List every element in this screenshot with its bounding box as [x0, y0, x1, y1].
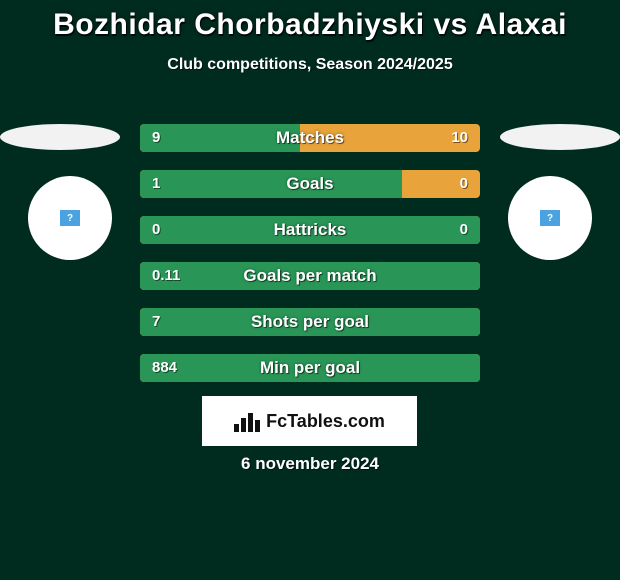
stat-row: Goals1 0 [140, 170, 480, 198]
stat-value-left: 884 [152, 354, 177, 382]
stat-label: Shots per goal [140, 308, 480, 336]
stat-value-right: 0 [460, 216, 468, 244]
infographic: Bozhidar Chorbadzhiyski vs Alaxai Club c… [0, 0, 620, 580]
stat-value-left: 9 [152, 124, 160, 152]
stat-label: Goals per match [140, 262, 480, 290]
subtitle: Club competitions, Season 2024/2025 [0, 56, 620, 74]
brand-box: FcTables.com [202, 396, 417, 446]
page-title: Bozhidar Chorbadzhiyski vs Alaxai [0, 0, 620, 42]
stat-value-left: 7 [152, 308, 160, 336]
club-badge-right-glyph: ? [547, 213, 553, 224]
stat-value-left: 1 [152, 170, 160, 198]
stat-label: Min per goal [140, 354, 480, 382]
stat-value-right: 10 [451, 124, 468, 152]
brand-text: FcTables.com [266, 411, 385, 432]
player-avatar-left [0, 124, 120, 150]
stat-row: Shots per goal7 [140, 308, 480, 336]
stat-value-left: 0.11 [152, 262, 180, 290]
club-badge-right: ? [508, 176, 592, 260]
stat-row: Matches9 10 [140, 124, 480, 152]
stats-bars: Matches910Goals10Hattricks00Goals per ma… [140, 124, 480, 400]
stat-label: Matches [140, 124, 480, 152]
player-avatar-right [500, 124, 620, 150]
stat-row: Hattricks0 0 [140, 216, 480, 244]
stat-label: Hattricks [140, 216, 480, 244]
stat-label: Goals [140, 170, 480, 198]
club-badge-right-inner: ? [539, 209, 561, 227]
stat-value-right: 0 [460, 170, 468, 198]
club-badge-left-glyph: ? [67, 213, 73, 224]
footer-date: 6 november 2024 [0, 454, 620, 474]
stat-value-left: 0 [152, 216, 160, 244]
stat-row: Goals per match0.11 [140, 262, 480, 290]
club-badge-left: ? [28, 176, 112, 260]
club-badge-left-inner: ? [59, 209, 81, 227]
stat-row: Min per goal884 [140, 354, 480, 382]
brand-bars-icon [234, 410, 260, 432]
